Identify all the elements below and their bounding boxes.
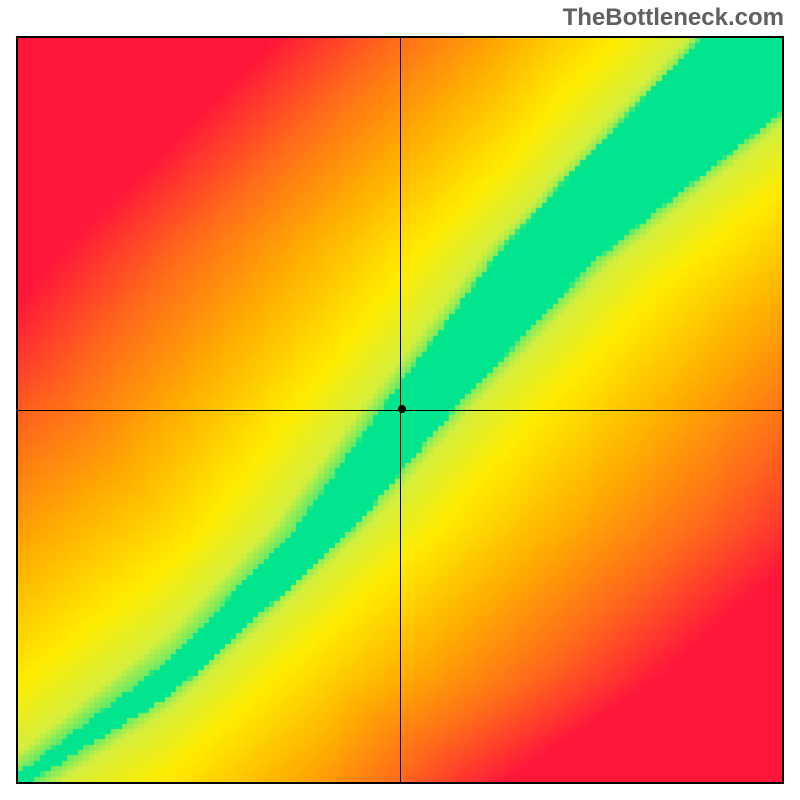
bottleneck-heatmap [16,36,784,784]
marker-dot [398,405,406,413]
attribution-text: TheBottleneck.com [563,4,784,32]
